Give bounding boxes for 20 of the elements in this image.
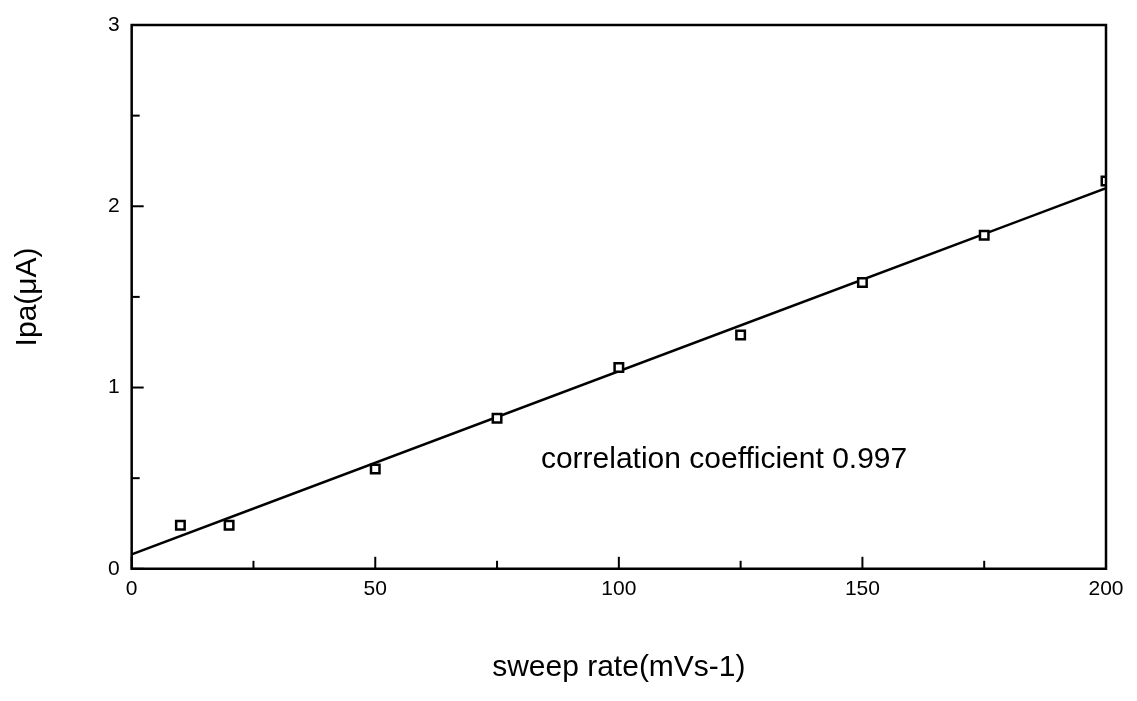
x-tick-label: 0 [125, 576, 138, 600]
y-tick-label: 1 [107, 374, 120, 398]
x-tick-label: 200 [1088, 576, 1124, 600]
point [735, 329, 747, 341]
point [978, 229, 990, 241]
x-tick-label: 50 [363, 576, 387, 600]
point [223, 519, 235, 531]
x-tick-label: 100 [601, 576, 637, 600]
y-axis-title: Ipa(μA) [9, 247, 43, 347]
x-axis-title: sweep rate(mVs-1) [492, 649, 746, 683]
annotation: correlation coefficient 0.997 [540, 441, 908, 475]
point [613, 362, 625, 374]
point [369, 463, 381, 475]
point [174, 519, 186, 531]
point [856, 276, 868, 288]
y-tick-label: 2 [107, 193, 120, 217]
x-tick-label: 150 [844, 576, 880, 600]
y-tick-label: 3 [107, 11, 120, 35]
point [491, 412, 503, 424]
y-tick-label: 0 [107, 555, 120, 579]
